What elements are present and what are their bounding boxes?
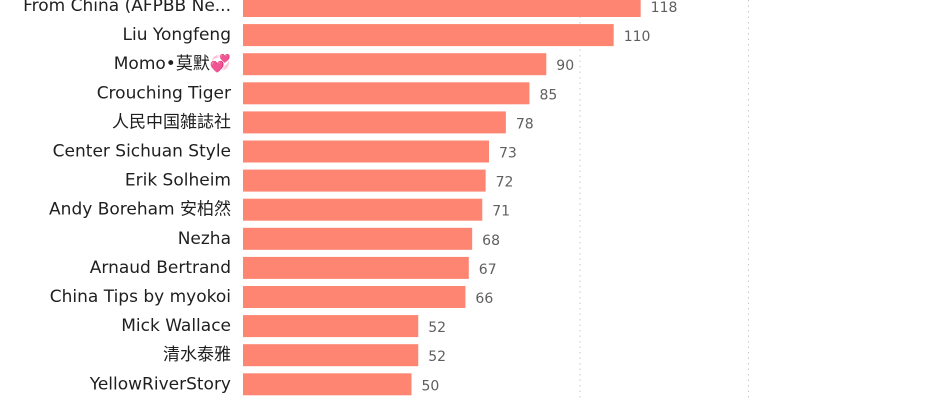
value-label-0: 118 bbox=[651, 0, 678, 16]
bars bbox=[243, 0, 641, 396]
value-label-12: 52 bbox=[428, 349, 446, 365]
bar-8[interactable] bbox=[243, 227, 473, 250]
value-label-5: 73 bbox=[499, 146, 517, 162]
category-label-4: 人民中国雑誌社 bbox=[112, 112, 231, 132]
bar-10[interactable] bbox=[243, 286, 466, 308]
gridlines bbox=[579, 0, 749, 400]
value-label-6: 72 bbox=[496, 175, 514, 191]
category-label-12: 清水泰雅 bbox=[163, 345, 231, 365]
bar-5[interactable] bbox=[243, 140, 490, 163]
value-label-7: 71 bbox=[492, 204, 510, 220]
category-label-6: Erik Solheim bbox=[125, 171, 231, 191]
bar-2[interactable] bbox=[243, 53, 547, 76]
bar-4[interactable] bbox=[243, 111, 506, 134]
value-label-1: 110 bbox=[624, 29, 651, 45]
bar-6[interactable] bbox=[243, 169, 486, 192]
value-label-4: 78 bbox=[516, 116, 534, 132]
bar-9[interactable] bbox=[243, 256, 469, 279]
category-label-0: From China (AFPBB Ne... bbox=[23, 0, 231, 16]
category-label-9: Arnaud Bertrand bbox=[90, 258, 231, 278]
value-label-10: 66 bbox=[475, 291, 493, 307]
bar-12[interactable] bbox=[243, 344, 419, 367]
bar-7[interactable] bbox=[243, 198, 483, 221]
category-label-1: Liu Yongfeng bbox=[123, 25, 231, 45]
category-label-2: Momo•莫默💞 bbox=[114, 53, 231, 74]
category-labels: From China (AFPBB Ne... Liu Yongfeng Momo•… bbox=[23, 0, 231, 394]
category-label-3: Crouching Tiger bbox=[97, 83, 231, 103]
category-label-13: YellowRiverStory bbox=[89, 374, 231, 394]
value-label-2: 90 bbox=[556, 58, 574, 74]
bar-1[interactable] bbox=[243, 24, 614, 47]
category-label-10: China Tips by myokoi bbox=[50, 287, 231, 307]
bar-13[interactable] bbox=[243, 373, 412, 396]
value-label-11: 52 bbox=[428, 320, 446, 336]
category-label-7: Andy Boreham 安柏然 bbox=[49, 200, 231, 220]
bar-3[interactable] bbox=[243, 82, 530, 105]
value-label-8: 68 bbox=[482, 233, 500, 249]
category-label-8: Nezha bbox=[178, 229, 231, 249]
bar-11[interactable] bbox=[243, 315, 419, 338]
category-label-11: Mick Wallace bbox=[121, 316, 231, 336]
bar-0[interactable] bbox=[243, 0, 641, 17]
value-label-3: 85 bbox=[539, 87, 557, 103]
value-label-9: 67 bbox=[479, 262, 497, 278]
category-label-5: Center Sichuan Style bbox=[53, 142, 231, 162]
value-label-13: 50 bbox=[422, 378, 440, 394]
